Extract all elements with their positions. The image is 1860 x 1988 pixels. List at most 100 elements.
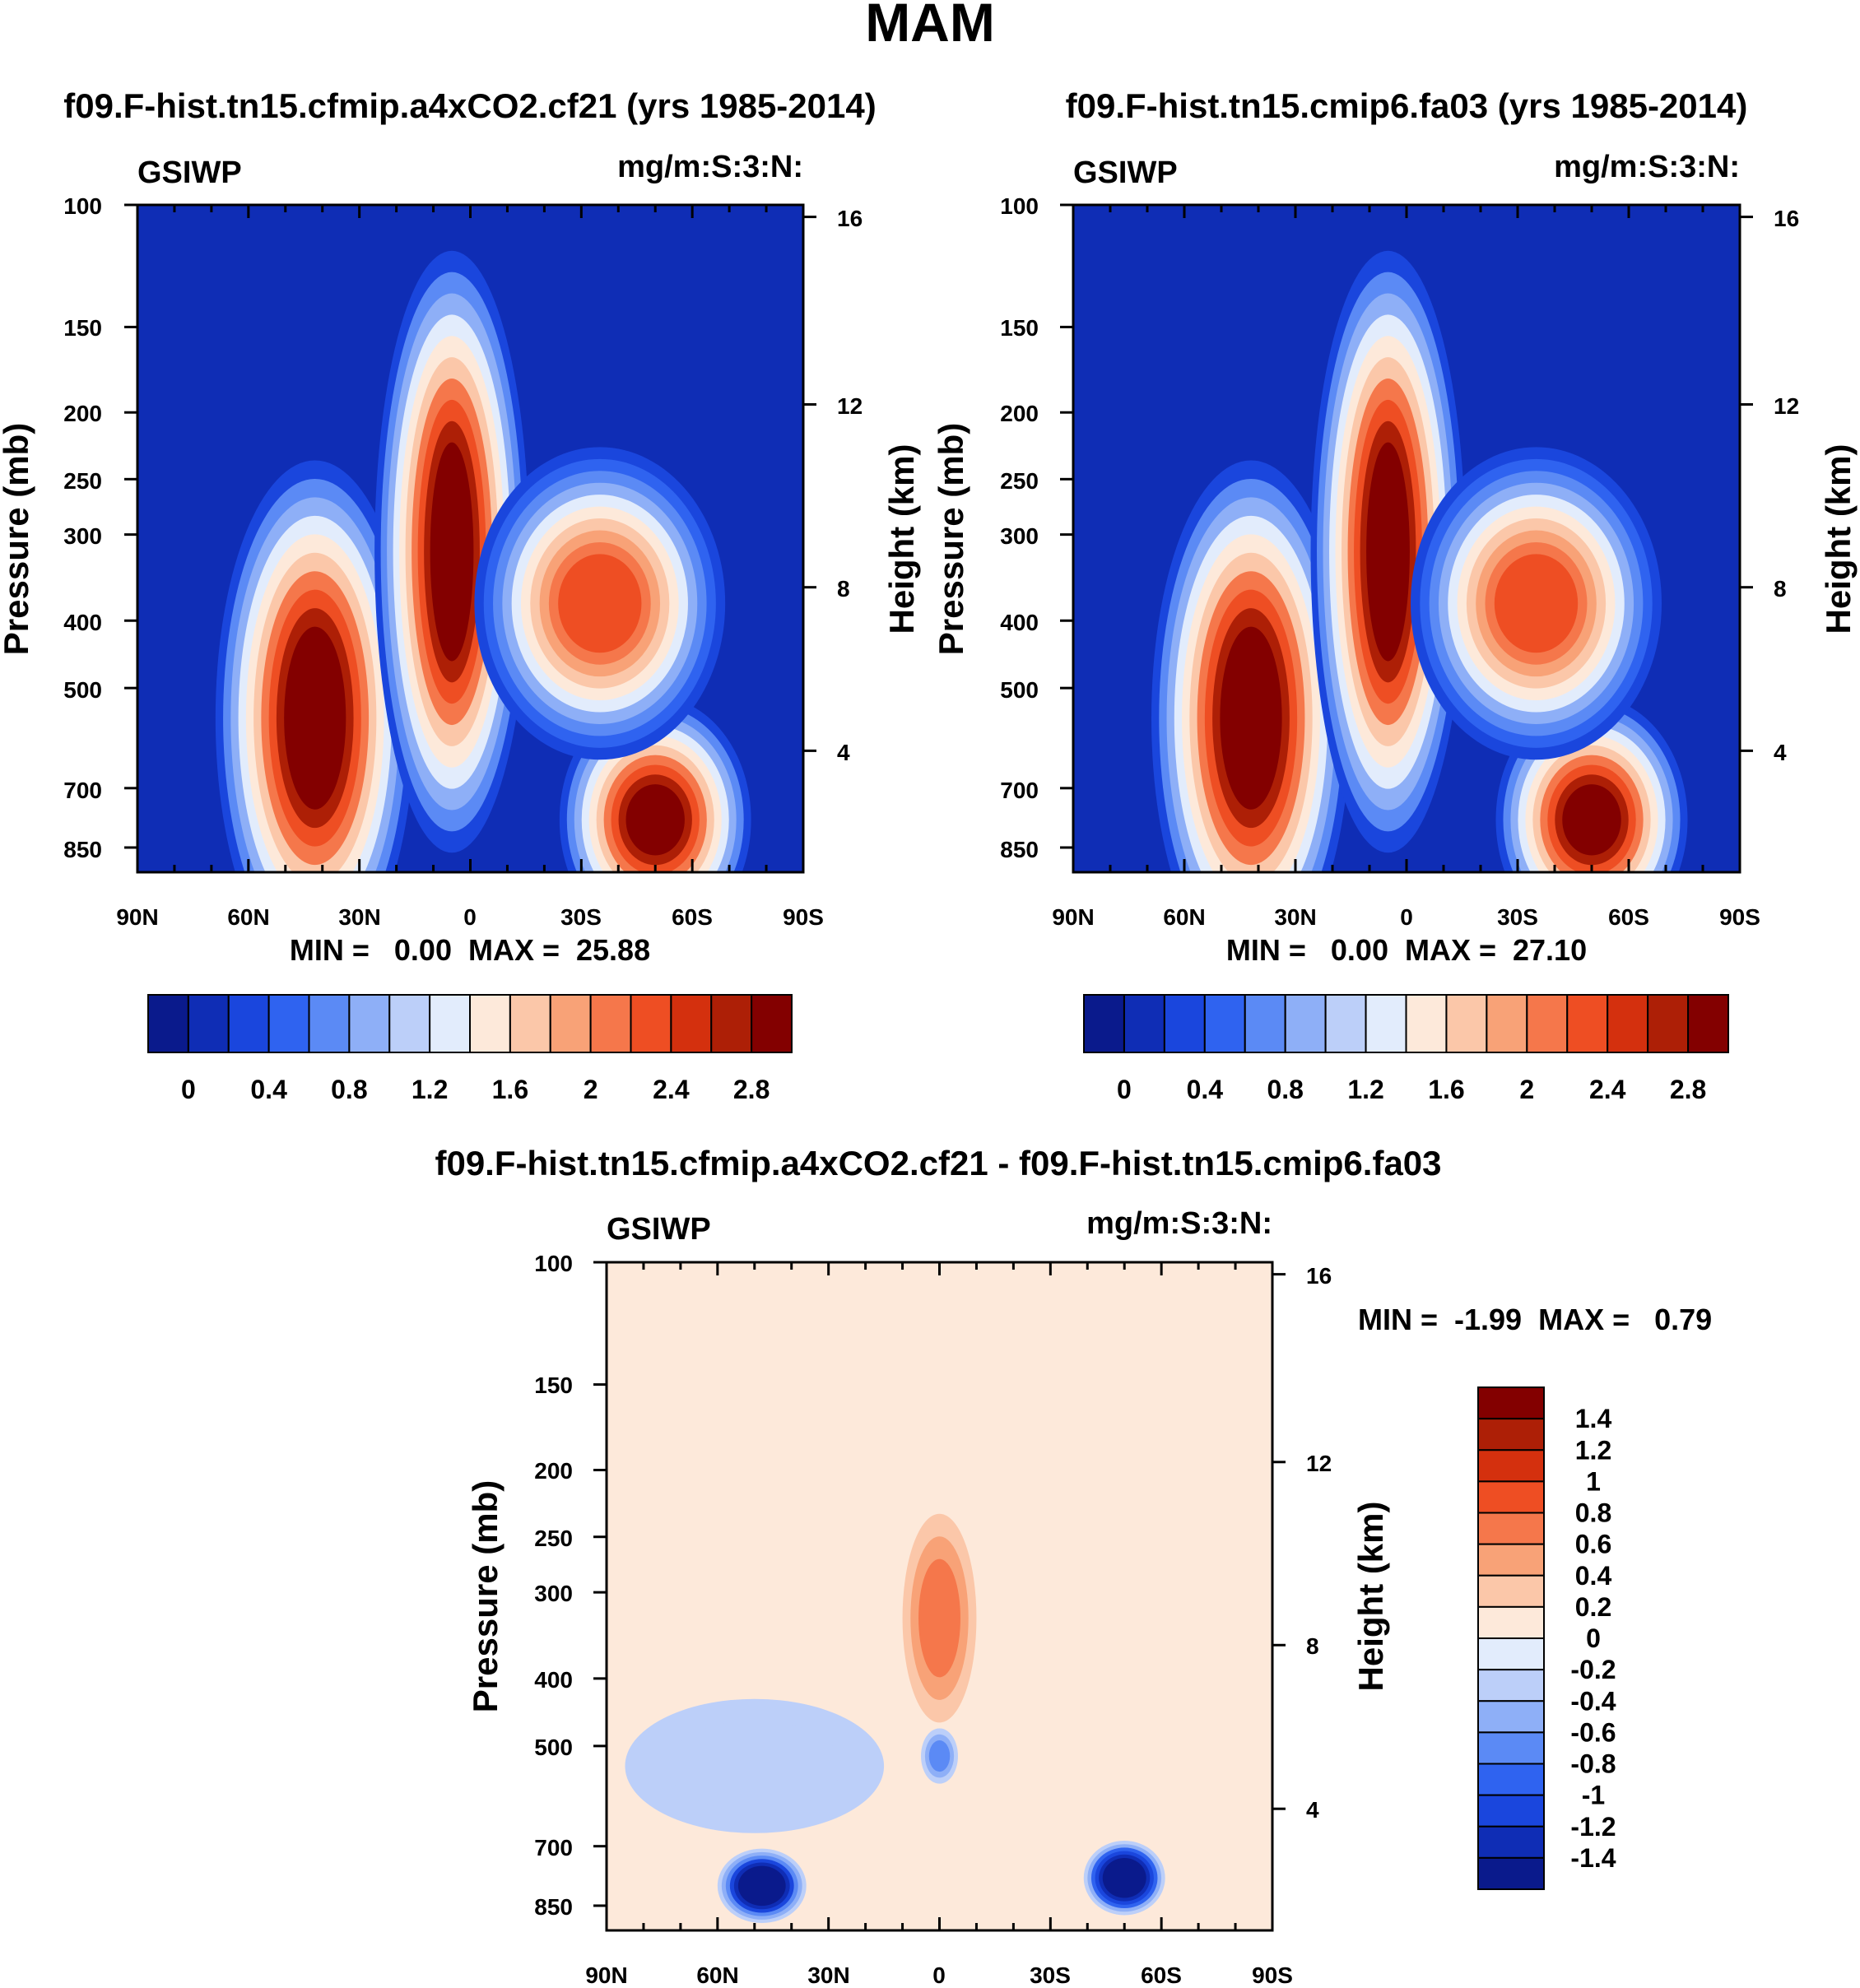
colorbar-swatch bbox=[1607, 994, 1649, 1053]
colorbar-label: 1.2 bbox=[1575, 1435, 1611, 1465]
panel-2-x-axis-ticks: 90N 60N 30N 0 30S 60S 90S bbox=[1052, 904, 1760, 930]
page-title: MAM bbox=[865, 0, 995, 53]
colorbar-swatch bbox=[589, 994, 632, 1053]
field-contour-1-9 bbox=[1366, 442, 1410, 662]
x-tick-label: 60S bbox=[1141, 1962, 1182, 1988]
panel-2-stats: MIN = 0.00 MAX = 27.10 bbox=[1226, 933, 1587, 967]
y-tick-label: 850 bbox=[534, 1894, 573, 1920]
field-contour-1-6 bbox=[1106, 1861, 1143, 1895]
height-tick-label: 16 bbox=[1774, 206, 1799, 231]
colorbar-swatch bbox=[308, 994, 351, 1053]
colorbar-swatch bbox=[1526, 994, 1569, 1053]
y-tick-label: 500 bbox=[1000, 677, 1039, 703]
colorbar-swatch bbox=[1477, 1731, 1545, 1765]
height-tick-label: 12 bbox=[837, 393, 863, 419]
colorbar-swatch bbox=[1477, 1637, 1545, 1671]
colorbar-swatch bbox=[751, 994, 793, 1053]
panel-1-ylabel-right: Height (km) bbox=[882, 444, 921, 634]
colorbar-swatch bbox=[1647, 994, 1690, 1053]
colorbar-swatch bbox=[1486, 994, 1528, 1053]
y-tick-label: 200 bbox=[534, 1458, 573, 1484]
colorbar-swatch bbox=[1477, 1700, 1545, 1734]
colorbar-label: 2.8 bbox=[733, 1075, 770, 1104]
colorbar-swatch bbox=[1163, 994, 1206, 1053]
colorbar-swatch bbox=[267, 994, 310, 1053]
panel-3-field bbox=[607, 1262, 1272, 1930]
field-contour-2-9 bbox=[1562, 784, 1621, 856]
field-contour-3-2 bbox=[928, 1740, 951, 1772]
colorbar-swatch bbox=[1477, 1605, 1545, 1639]
colorbar-label: -0.6 bbox=[1570, 1717, 1616, 1747]
colorbar-label: -1.4 bbox=[1570, 1843, 1616, 1873]
x-tick-label: 60N bbox=[227, 904, 269, 930]
height-tick-label: 4 bbox=[1306, 1797, 1319, 1823]
colorbar-swatch bbox=[1477, 1825, 1545, 1859]
colorbar-label: 0.4 bbox=[1575, 1561, 1612, 1591]
panel-2-units-label: mg/m:S:3:N: bbox=[1554, 150, 1740, 184]
colorbar-swatch bbox=[1477, 1794, 1545, 1828]
panel-2-height-ticks: 16 12 8 4 bbox=[1774, 206, 1799, 765]
x-tick-label: 0 bbox=[1400, 904, 1413, 930]
colorbar-label: 1.2 bbox=[412, 1075, 448, 1104]
x-tick-label: 90N bbox=[116, 904, 158, 930]
y-tick-label: 850 bbox=[63, 837, 102, 862]
panel-3-ticks bbox=[593, 1261, 1286, 1930]
colorbar-swatch bbox=[429, 994, 471, 1053]
panel-3-variable-label: GSIWP bbox=[607, 1212, 711, 1247]
colorbar-label: -1 bbox=[1582, 1781, 1605, 1810]
panel-1-units-label: mg/m:S:3:N: bbox=[617, 150, 803, 184]
panel-2: f09.F-hist.tn15.cmip6.fa03 (yrs 1985-201… bbox=[932, 86, 1858, 1104]
field-contour-0-9 bbox=[284, 626, 346, 810]
field-contour-1-9 bbox=[430, 442, 474, 662]
colorbar-swatch bbox=[1477, 1449, 1545, 1483]
panel-2-ylabel-right: Height (km) bbox=[1819, 444, 1858, 634]
y-tick-label: 200 bbox=[1000, 401, 1039, 426]
y-tick-label: 250 bbox=[1000, 468, 1039, 494]
panel-1-y-axis-ticks: 100 150 200 250 300 400 500 700 850 bbox=[63, 193, 102, 862]
colorbar-swatch bbox=[1477, 1669, 1545, 1702]
panel-1-field bbox=[137, 205, 803, 872]
colorbar-label: -1.2 bbox=[1570, 1812, 1616, 1842]
x-tick-label: 90N bbox=[1052, 904, 1094, 930]
colorbar-label: 0.4 bbox=[250, 1075, 287, 1104]
colorbar-swatch bbox=[1405, 994, 1448, 1053]
colorbar-label: 0.2 bbox=[1575, 1592, 1611, 1622]
colorbar-label: 1.2 bbox=[1347, 1075, 1383, 1104]
x-tick-label: 30N bbox=[807, 1962, 849, 1988]
panel-3-stats: MIN = -1.99 MAX = 0.79 bbox=[1358, 1303, 1712, 1336]
colorbar-swatch bbox=[1324, 994, 1367, 1053]
panel-2-y-axis-ticks: 100 150 200 250 300 400 500 700 850 bbox=[1000, 193, 1039, 862]
panel-3-title: f09.F-hist.tn15.cfmip.a4xCO2.cf21 - f09.… bbox=[435, 1144, 1441, 1182]
colorbar-swatch bbox=[1477, 1480, 1545, 1514]
panel-2-ticks bbox=[1060, 203, 1753, 872]
x-tick-label: 0 bbox=[932, 1962, 946, 1988]
height-tick-label: 16 bbox=[1306, 1263, 1332, 1289]
panel-1-ylabel: Pressure (mb) bbox=[0, 423, 35, 655]
y-tick-label: 100 bbox=[534, 1251, 573, 1276]
panel-3-units-label: mg/m:S:3:N: bbox=[1086, 1206, 1272, 1241]
y-tick-label: 300 bbox=[534, 1581, 573, 1606]
panel-1-x-axis-ticks: 90N 60N 30N 0 30S 60S 90S bbox=[116, 904, 824, 930]
y-tick-label: 300 bbox=[1000, 523, 1039, 549]
panel-2-colorbar: 0 0.4 0.8 1.2 1.6 2 2.4 2.8 bbox=[1083, 994, 1729, 1104]
y-tick-label: 250 bbox=[534, 1526, 573, 1551]
y-tick-label: 100 bbox=[63, 193, 102, 219]
height-tick-label: 16 bbox=[837, 206, 863, 231]
y-tick-label: 400 bbox=[534, 1667, 573, 1693]
field-contour-3-9 bbox=[1494, 554, 1579, 653]
panel-3-ylabel-right: Height (km) bbox=[1351, 1502, 1390, 1692]
colorbar-swatch bbox=[1477, 1856, 1545, 1890]
panel-3-ylabel: Pressure (mb) bbox=[466, 1480, 505, 1712]
colorbar-swatch bbox=[1445, 994, 1488, 1053]
x-tick-label: 30S bbox=[1497, 904, 1538, 930]
colorbar-label: 1.4 bbox=[1575, 1404, 1612, 1433]
colorbar-label: 0.8 bbox=[331, 1075, 367, 1104]
y-tick-label: 100 bbox=[1000, 193, 1039, 219]
panel-3-colorbar: 1.41.210.80.60.40.20-0.2-0.4-0.6-0.8-1-1… bbox=[1477, 1386, 1616, 1890]
height-tick-label: 8 bbox=[837, 576, 850, 602]
x-tick-label: 60S bbox=[672, 904, 713, 930]
colorbar-label: 2 bbox=[584, 1075, 598, 1104]
colorbar-label: 2.4 bbox=[1589, 1075, 1626, 1104]
colorbar-swatch bbox=[388, 994, 431, 1053]
